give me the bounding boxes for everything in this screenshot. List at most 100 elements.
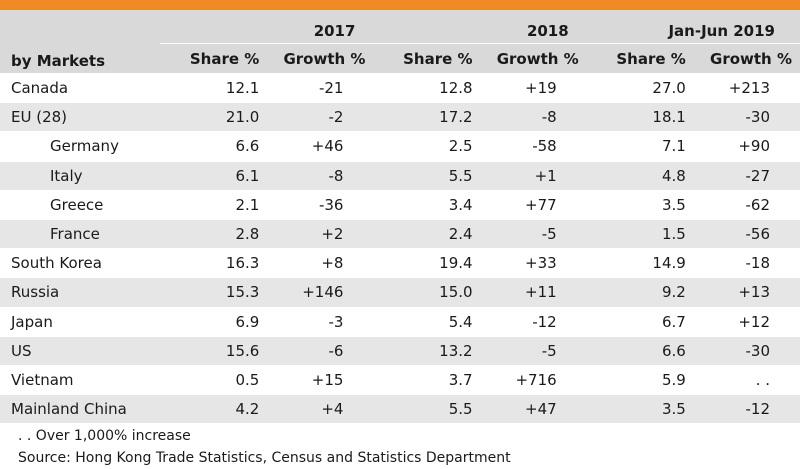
accent-bar: [0, 0, 800, 10]
table-body: Canada 12.1 -21 12.8 +19 27.0 +213 EU (28) 21.0-…: [0, 72, 800, 424]
table-row: US 15.6 -6 13.2 -5 6.6 -30: [0, 335, 800, 366]
share-cell: 19.4: [373, 248, 484, 278]
table-row: EU (28) 21.0 -2 17.2 -8 18.1 -30: [0, 102, 800, 132]
growth-cell: -5: [483, 335, 587, 366]
growth-cell: -30: [696, 102, 800, 132]
share-cell: 5.5: [373, 160, 484, 191]
share-cell: 12.1: [160, 72, 271, 103]
share-cell: 2.1: [160, 189, 271, 220]
growth-cell: -58: [483, 131, 587, 162]
row-label-header: by Markets: [0, 10, 161, 74]
share-cell: 1.5: [586, 218, 697, 249]
share-header: Share %: [586, 43, 697, 74]
share-cell: 13.2: [373, 335, 484, 366]
growth-cell: -6: [270, 335, 374, 366]
footnote: . . Over 1,000% increase: [18, 428, 191, 445]
share-cell: 0.5: [160, 364, 271, 395]
growth-cell: -5: [483, 218, 587, 249]
share-cell: 21.0: [160, 102, 271, 132]
share-cell: 3.4: [373, 189, 484, 220]
growth-cell: -30: [696, 335, 800, 366]
share-cell: 7.1: [586, 131, 697, 162]
year-header-2018: 2018: [373, 10, 587, 44]
market-name: EU (28): [0, 102, 161, 132]
share-cell: 15.0: [373, 277, 484, 307]
growth-cell: -62: [696, 189, 800, 220]
growth-cell: +1: [483, 160, 587, 191]
growth-cell: -12: [696, 394, 800, 424]
growth-cell: -36: [270, 189, 374, 220]
growth-cell: +213: [696, 72, 800, 103]
share-cell: 3.5: [586, 394, 697, 424]
notes: . . Over 1,000% increase Source: Hong Ko…: [0, 425, 800, 469]
share-cell: 27.0: [586, 72, 697, 103]
market-name: Italy: [0, 160, 161, 191]
market-name: Germany: [0, 131, 161, 162]
share-cell: 15.3: [160, 277, 271, 307]
share-cell: 18.1: [586, 102, 697, 132]
market-name: France: [0, 218, 161, 249]
table-row: France 2.8 +2 2.4 -5 1.5 -56: [0, 218, 800, 249]
market-name: Mainland China: [0, 394, 161, 424]
growth-cell: +12: [696, 306, 800, 337]
share-cell: 6.1: [160, 160, 271, 191]
share-cell: 6.7: [586, 306, 697, 337]
market-name: Vietnam: [0, 364, 161, 395]
share-cell: 9.2: [586, 277, 697, 307]
growth-cell: +146: [270, 277, 374, 307]
market-name: US: [0, 335, 161, 366]
markets-table: by Markets 2017 2018 Jan-Jun 2019 Share …: [0, 10, 800, 424]
share-cell: 5.9: [586, 364, 697, 395]
table-row: South Korea 16.3 +8 19.4 +33 14.9 -18: [0, 248, 800, 278]
table-row: Mainland China 4.2 +4 5.5 +47 3.5 -12: [0, 394, 800, 424]
share-cell: 4.2: [160, 394, 271, 424]
share-cell: 4.8: [586, 160, 697, 191]
share-cell: 5.4: [373, 306, 484, 337]
growth-cell: -27: [696, 160, 800, 191]
growth-cell: -12: [483, 306, 587, 337]
growth-header: Growth %: [270, 43, 374, 74]
table-row: Italy 6.1 -8 5.5 +1 4.8 -27: [0, 160, 800, 191]
share-cell: 17.2: [373, 102, 484, 132]
share-cell: 12.8: [373, 72, 484, 103]
market-name: Canada: [0, 72, 161, 103]
share-cell: 3.7: [373, 364, 484, 395]
growth-cell: -8: [483, 102, 587, 132]
market-name: South Korea: [0, 248, 161, 278]
table-row: Greece 2.1 -36 3.4 +77 3.5 -62: [0, 189, 800, 220]
table-row: Canada 12.1 -21 12.8 +19 27.0 +213: [0, 72, 800, 103]
source-note: Source: Hong Kong Trade Statistics, Cens…: [18, 450, 511, 467]
share-cell: 2.8: [160, 218, 271, 249]
share-cell: 6.6: [586, 335, 697, 366]
share-cell: 2.5: [373, 131, 484, 162]
market-name: Japan: [0, 306, 161, 337]
share-header: Share %: [160, 43, 271, 74]
share-cell: 6.6: [160, 131, 271, 162]
growth-cell: +4: [270, 394, 374, 424]
share-cell: 6.9: [160, 306, 271, 337]
market-name: Greece: [0, 189, 161, 220]
year-header-2017: 2017: [160, 10, 374, 44]
growth-cell: +19: [483, 72, 587, 103]
growth-cell: +90: [696, 131, 800, 162]
growth-cell: +46: [270, 131, 374, 162]
growth-cell: +33: [483, 248, 587, 278]
growth-header: Growth %: [483, 43, 587, 74]
share-cell: 16.3: [160, 248, 271, 278]
share-cell: 3.5: [586, 189, 697, 220]
growth-cell: +15: [270, 364, 374, 395]
table-header: by Markets 2017 2018 Jan-Jun 2019 Share …: [0, 10, 800, 74]
growth-cell: +11: [483, 277, 587, 307]
growth-cell: -3: [270, 306, 374, 337]
growth-cell: +8: [270, 248, 374, 278]
share-header: Share %: [373, 43, 484, 74]
growth-cell: -8: [270, 160, 374, 191]
growth-cell: +13: [696, 277, 800, 307]
growth-cell: . .: [696, 364, 800, 395]
share-cell: 2.4: [373, 218, 484, 249]
growth-cell: -18: [696, 248, 800, 278]
growth-cell: -2: [270, 102, 374, 132]
share-cell: 5.5: [373, 394, 484, 424]
table-row: Russia 15.3 +146 15.0 +11 9.2 +13: [0, 277, 800, 307]
table-row: Japan 6.9 -3 5.4 -12 6.7 +12: [0, 306, 800, 337]
